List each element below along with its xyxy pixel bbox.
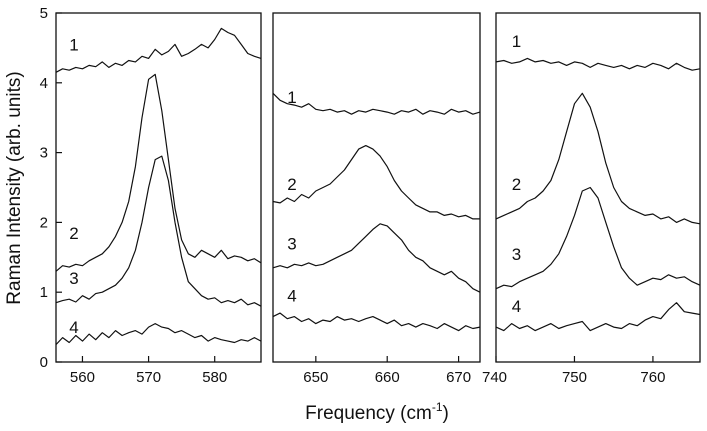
x-tick-label: 750 [562, 369, 587, 386]
x-axis-label-close: ) [443, 403, 449, 424]
series-line-1 [55, 27, 262, 73]
curve-label-1: 1 [512, 32, 521, 51]
y-tick-label: 5 [40, 5, 48, 22]
series-line-4 [272, 312, 481, 332]
series-line-3 [55, 155, 262, 307]
curve-label-2: 2 [287, 175, 296, 194]
curve-label-1: 1 [287, 88, 296, 107]
x-tick-label: 670 [446, 369, 471, 386]
x-tick-label: 760 [640, 369, 665, 386]
x-tick-label: 660 [375, 369, 400, 386]
series-line-1 [272, 92, 481, 115]
series-line-2 [55, 73, 262, 272]
curve-label-4: 4 [287, 287, 296, 306]
panel-1: 560 570 580 1 2 3 4 [55, 12, 262, 386]
series-line-2 [272, 145, 480, 220]
series-line-4 [55, 323, 262, 346]
series-line-4 [495, 302, 701, 332]
y-tick-label: 4 [40, 75, 48, 92]
y-tick-label: 2 [40, 214, 48, 231]
panel-frame [272, 12, 481, 363]
x-tick-label: 650 [303, 369, 328, 386]
curve-label-4: 4 [69, 318, 78, 337]
x-axis-label-superscript: -1 [432, 400, 443, 414]
x-tick-label: 560 [70, 369, 95, 386]
curve-label-4: 4 [512, 297, 521, 316]
y-tick-label: 1 [40, 284, 48, 301]
curve-label-3: 3 [69, 269, 78, 288]
y-axis-label-group: Raman Intensity (arb. units) [4, 71, 25, 304]
panel-2: 650 660 670 1 2 3 4 [272, 12, 481, 386]
curve-label-1: 1 [69, 35, 78, 54]
series-line-3 [272, 223, 481, 293]
x-tick-label: 740 [482, 369, 507, 386]
series-line-3 [495, 186, 701, 290]
chart-panels: 560 570 580 1 2 3 4 650 660 670 1 2 3 4 740 750 760 1 2 3 4 [55, 12, 701, 386]
panel-frame [55, 12, 262, 363]
x-tick-label: 570 [136, 369, 161, 386]
panel-3: 740 750 760 1 2 3 4 [482, 12, 701, 386]
series-line-1 [495, 57, 701, 71]
curve-label-2: 2 [512, 175, 521, 194]
y-axis-label: Raman Intensity (arb. units) [4, 71, 25, 304]
series-line-2 [495, 92, 701, 225]
y-tick-label: 0 [40, 354, 48, 371]
y-axis-ticks: 0 1 2 3 4 5 [40, 5, 62, 371]
curve-label-2: 2 [69, 224, 78, 243]
y-tick-label: 3 [40, 145, 48, 162]
x-tick-label: 580 [202, 369, 227, 386]
panel-frame [495, 12, 701, 363]
curve-label-3: 3 [287, 234, 296, 253]
curve-label-3: 3 [512, 245, 521, 264]
x-axis-label-main: Frequency (cm [305, 403, 432, 424]
x-axis-label: Frequency (cm-1) [305, 400, 449, 424]
